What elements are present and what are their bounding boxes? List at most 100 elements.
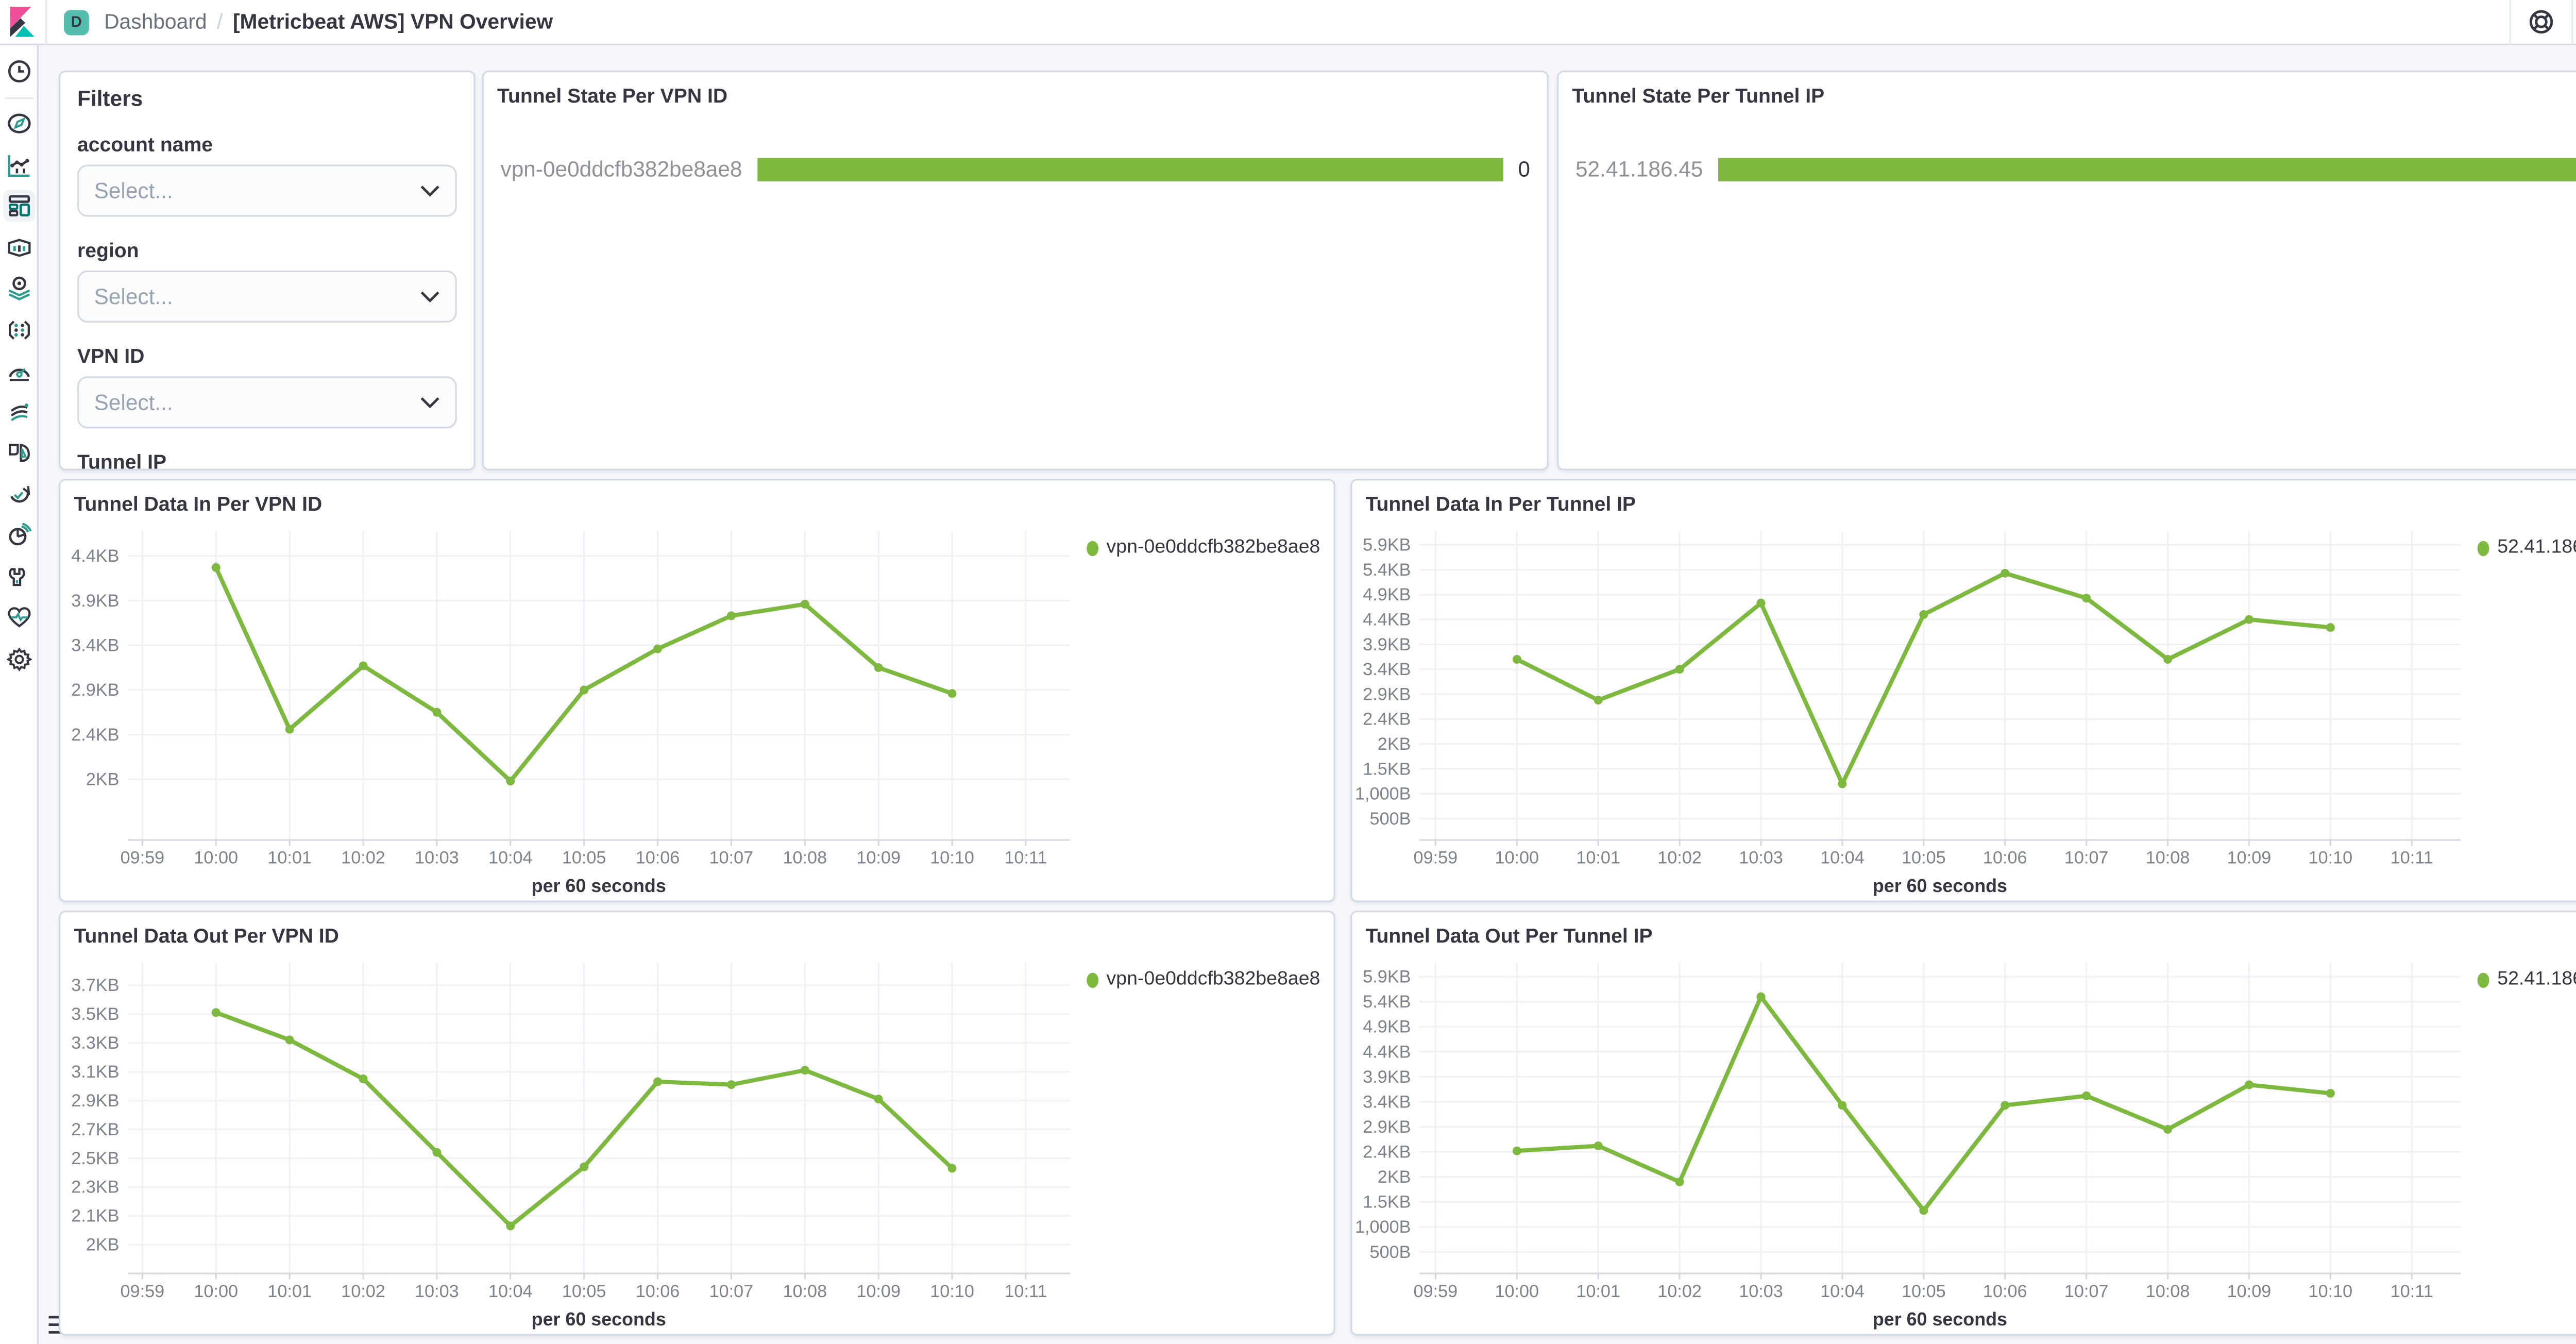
chart-legend: vpn-0e0ddcfb382be8ae8 [1083,946,1334,1334]
sidebar-item-apm[interactable] [3,437,35,469]
svg-text:2KB: 2KB [1378,1167,1411,1187]
svg-text:2.7KB: 2.7KB [71,1120,119,1139]
canvas-icon [7,238,30,256]
sidebar-item-visualize[interactable] [3,149,35,181]
wrench-icon [8,567,25,585]
svg-text:3.4KB: 3.4KB [71,636,119,656]
sidebar-item-siem[interactable] [3,519,35,551]
state-row: vpn-0e0ddcfb382be8ae8 0 [484,156,1547,181]
svg-text:10:09: 10:09 [856,848,901,868]
chart-plot-area[interactable]: 5.9KB 5.4KB 4.9KB 4.4KB 3.9KB 3.4KB 2.9KB 2.4KB… [1352,514,2473,901]
svg-text:3.4KB: 3.4KB [1363,660,1411,679]
sidebar-item-maps[interactable] [3,272,35,304]
state-bar[interactable] [757,157,1503,181]
svg-text:2.4KB: 2.4KB [1363,710,1411,729]
svg-text:10:10: 10:10 [930,848,974,868]
chart-legend: 52.41.186.45 [2474,514,2576,901]
chart-plot-area[interactable]: 3.7KB 3.5KB 3.3KB 3.1KB 2.9KB 2.7KB 2.5KB 2.3KB… [60,946,1083,1334]
svg-text:per 60 seconds: per 60 seconds [1873,876,2007,896]
sidebar-item-stack-monitoring[interactable] [3,601,35,633]
maps-icon [8,276,29,300]
legend-series-label: vpn-0e0ddcfb382be8ae8 [1106,537,1320,558]
newsfeed-button[interactable] [2573,0,2576,44]
sidebar-item-dev-tools[interactable] [3,560,35,592]
chart-plot-area[interactable]: 4.4KB 3.9KB 3.4KB 2.9KB 2.4KB 2KB 09:59 10:00 10… [60,514,1083,901]
clock-icon [7,59,30,82]
svg-text:10:04: 10:04 [1820,848,1865,868]
legend-item[interactable]: vpn-0e0ddcfb382be8ae8 [1086,969,1320,989]
sidebar-item-dashboard[interactable] [2,190,35,222]
state-row: 52.41.186.45 0 [1558,156,2576,181]
svg-text:10:07: 10:07 [2064,1282,2109,1301]
account-name-select[interactable]: Select... [77,164,457,217]
sidebar-item-discover[interactable] [3,108,35,140]
svg-text:per 60 seconds: per 60 seconds [532,876,666,896]
vpn-id-select[interactable]: Select... [77,376,457,429]
svg-text:2.3KB: 2.3KB [71,1178,119,1197]
svg-text:1,000B: 1,000B [1355,1217,1411,1237]
svg-text:10:11: 10:11 [1004,848,1047,868]
apm-icon [8,443,29,462]
sidebar-item-logs[interactable] [3,396,35,428]
filter-vpn-id: VPN ID Select... [60,344,473,429]
sidebar-item-recently-viewed[interactable] [3,55,35,87]
app-sidebar [0,45,39,1344]
chart-legend: vpn-0e0ddcfb382be8ae8 [1083,514,1334,901]
legend-series-dot [2477,540,2489,556]
svg-text:10:01: 10:01 [267,1282,312,1301]
sidebar-item-canvas[interactable] [3,231,35,263]
svg-text:5.9KB: 5.9KB [1363,535,1411,555]
sidebar-item-uptime[interactable] [3,478,35,510]
panel-tunnel-data-out-per-tunnel-ip: Tunnel Data Out Per Tunnel IP 5.9KB 5.4KB… [1350,910,2576,1336]
svg-text:10:10: 10:10 [2309,848,2353,868]
svg-text:3.9KB: 3.9KB [71,591,119,611]
legend-series-label: 52.41.186.45 [2497,537,2576,558]
svg-text:10:05: 10:05 [562,848,606,868]
svg-text:10:00: 10:00 [194,848,238,868]
svg-text:10:04: 10:04 [1820,1282,1865,1301]
svg-text:2KB: 2KB [86,770,120,789]
svg-text:10:04: 10:04 [488,1282,533,1301]
sidebar-item-machine-learning[interactable] [3,313,35,345]
svg-text:500B: 500B [1370,1242,1411,1262]
sidebar-item-metrics[interactable] [3,355,35,387]
bar-chart-icon [7,154,29,176]
region-select[interactable]: Select... [77,270,457,323]
legend-series-dot [1086,540,1098,556]
svg-text:10:01: 10:01 [267,848,312,868]
svg-text:1.5KB: 1.5KB [1363,1192,1411,1212]
kibana-logo-icon[interactable] [8,7,39,37]
metrics-icon [8,368,29,381]
panel-title: Tunnel State Per Tunnel IP [1572,84,1825,108]
panel-tunnel-data-in-per-tunnel-ip: Tunnel Data In Per Tunnel IP 5.9KB 5.4KB 4… [1350,479,2576,902]
svg-text:10:05: 10:05 [1902,1282,1946,1301]
legend-item[interactable]: 52.41.186.45 [2477,969,2576,989]
help-button[interactable] [2511,0,2571,44]
legend-item[interactable]: 52.41.186.45 [2477,537,2576,558]
svg-text:500B: 500B [1370,809,1411,829]
filter-label: Tunnel IP [77,450,167,471]
panel-filters: Filters account name Select... region Se… [59,70,476,471]
legend-series-label: 52.41.186.45 [2497,969,2576,990]
legend-item[interactable]: vpn-0e0ddcfb382be8ae8 [1086,537,1320,558]
chevron-down-icon [420,186,439,197]
svg-text:10:08: 10:08 [783,848,827,868]
svg-text:10:03: 10:03 [1739,848,1783,868]
help-icon [2529,10,2553,34]
svg-text:10:08: 10:08 [2146,1282,2190,1301]
svg-text:2KB: 2KB [1378,734,1411,754]
svg-text:10:07: 10:07 [709,848,754,868]
chart-plot-area[interactable]: 5.9KB 5.4KB 4.9KB 4.4KB 3.9KB 3.4KB 2.9KB 2.4KB… [1352,946,2473,1334]
svg-text:5.4KB: 5.4KB [1363,992,1411,1012]
sidebar-item-management[interactable] [3,643,35,675]
panel-title: Tunnel Data Out Per VPN ID [74,924,339,948]
svg-text:per 60 seconds: per 60 seconds [1873,1309,2007,1330]
svg-text:10:07: 10:07 [709,1282,754,1301]
line-chart: 4.4KB 3.9KB 3.4KB 2.9KB 2.4KB 2KB 09:59 10:00 10… [60,514,1333,901]
svg-text:10:11: 10:11 [2391,1282,2433,1301]
svg-text:2.4KB: 2.4KB [71,725,119,745]
legend-series-dot [1086,971,1098,987]
svg-text:3.5KB: 3.5KB [71,1004,119,1024]
breadcrumb-dashboard-link[interactable]: Dashboard [104,10,207,34]
state-bar[interactable] [1718,157,2576,181]
